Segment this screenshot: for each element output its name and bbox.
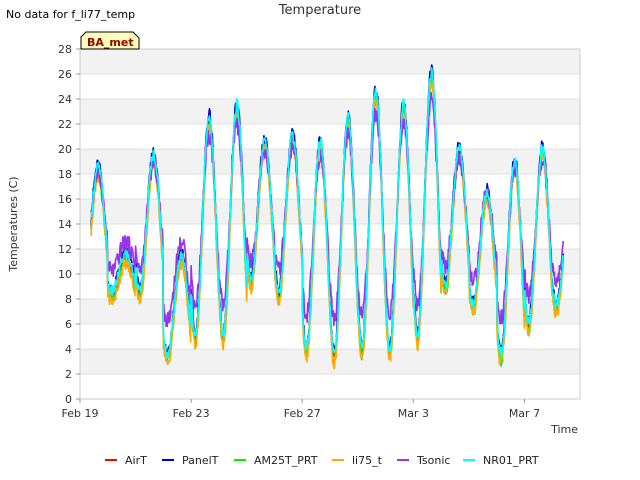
- legend-label: PanelT: [182, 454, 219, 467]
- badge-label: BA_met: [87, 36, 134, 49]
- grid-band: [80, 49, 580, 74]
- x-axis: Feb 19 Feb 23 Feb 27 Mar 3 Mar 7: [62, 399, 540, 420]
- y-tick-label: 26: [58, 68, 72, 81]
- y-axis-label: Temperatures (C): [7, 176, 20, 272]
- legend-label: AM25T_PRT: [254, 454, 318, 467]
- y-tick-label: 22: [58, 118, 72, 131]
- legend-label: Tsonic: [416, 454, 450, 467]
- x-tick-label: Mar 7: [509, 407, 540, 420]
- no-data-message: No data for f_li77_temp: [6, 8, 136, 21]
- x-tick-label: Feb 27: [284, 407, 321, 420]
- y-tick-label: 12: [58, 243, 72, 256]
- y-tick-label: 10: [58, 268, 72, 281]
- x-tick-label: Feb 19: [62, 407, 99, 420]
- y-tick-label: 14: [58, 218, 72, 231]
- y-tick-label: 4: [65, 343, 72, 356]
- ba-met-badge: BA_met: [80, 31, 140, 50]
- grid-bands: [80, 49, 580, 400]
- chart-title: Temperature: [278, 3, 362, 18]
- legend: AirT PanelT AM25T_PRT li75_t Tsonic NR01_PRT: [105, 454, 539, 467]
- y-tick-label: 2: [65, 368, 72, 381]
- y-tick-label: 0: [65, 393, 72, 406]
- grid-band: [80, 199, 580, 224]
- y-tick-label: 6: [65, 318, 72, 331]
- grid-band: [80, 99, 580, 124]
- x-tick-label: Feb 23: [173, 407, 210, 420]
- y-tick-label: 20: [58, 143, 72, 156]
- grid-band: [80, 349, 580, 374]
- series-line-nr01_prt: [90, 67, 564, 359]
- grid-band: [80, 149, 580, 174]
- y-tick-label: 8: [65, 293, 72, 306]
- y-tick-label: 16: [58, 193, 72, 206]
- grid-band: [80, 249, 580, 274]
- legend-label: AirT: [125, 454, 147, 467]
- x-axis-label: Time: [550, 423, 578, 436]
- legend-label: NR01_PRT: [483, 454, 539, 467]
- y-tick-label: 18: [58, 168, 72, 181]
- y-tick-label: 28: [58, 43, 72, 56]
- series-lines: [90, 64, 565, 370]
- x-tick-label: Mar 3: [398, 407, 429, 420]
- y-tick-label: 24: [58, 93, 72, 106]
- legend-label: li75_t: [352, 454, 383, 467]
